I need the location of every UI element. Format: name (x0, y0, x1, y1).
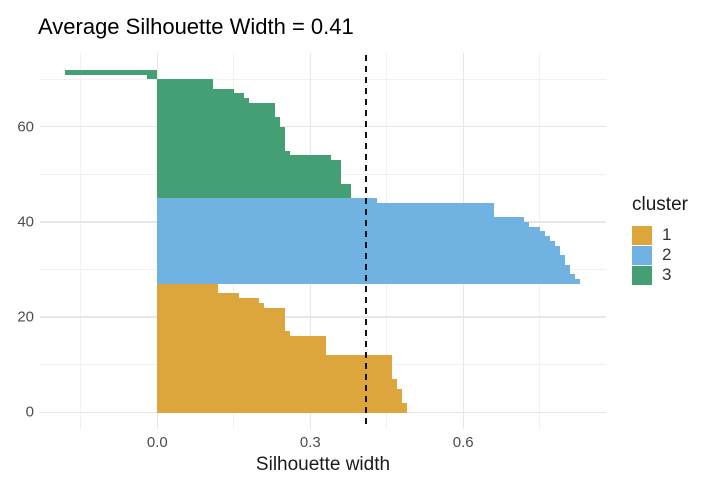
silhouette-bar-cluster-3 (157, 141, 285, 147)
legend-item: 1 (632, 225, 688, 245)
gridline-y-major (40, 126, 606, 128)
silhouette-bar-cluster-3 (157, 102, 275, 109)
legend-item: 3 (632, 265, 688, 285)
silhouette-bar-cluster-3 (157, 174, 341, 180)
silhouette-bar-cluster-3 (157, 88, 234, 94)
silhouette-bar-cluster-2 (157, 255, 566, 261)
x-axis-tick-label: 0.3 (299, 434, 321, 451)
silhouette-bar-cluster-3 (157, 183, 352, 189)
silhouette-bar-cluster-1 (157, 364, 392, 370)
silhouette-bar-cluster-1 (157, 298, 260, 304)
silhouette-bar-cluster-3 (157, 188, 352, 194)
silhouette-bar-cluster-1 (157, 283, 219, 289)
silhouette-bar-cluster-1 (157, 407, 408, 413)
silhouette-bar-cluster-1 (157, 374, 392, 380)
legend-swatch-cluster-3 (632, 266, 652, 285)
plot-panel (40, 53, 606, 429)
silhouette-bar-cluster-1 (157, 312, 285, 318)
silhouette-bar-cluster-1 (157, 307, 285, 313)
silhouette-bar-cluster-2 (157, 264, 571, 270)
silhouette-bar-cluster-3 (157, 126, 285, 132)
legend-swatch-cluster-2 (632, 246, 652, 265)
silhouette-bar-cluster-1 (157, 402, 408, 408)
y-axis-tick-label: 40 (17, 213, 34, 231)
silhouette-bar-cluster-2 (157, 221, 530, 227)
silhouette-bar-cluster-1 (157, 369, 392, 375)
silhouette-bar-cluster-2 (157, 217, 525, 223)
silhouette-bar-cluster-2 (157, 241, 555, 247)
silhouette-bar-cluster-3 (65, 69, 158, 75)
silhouette-bar-cluster-3 (157, 193, 352, 199)
silhouette-bar-cluster-2 (157, 260, 566, 266)
silhouette-bar-cluster-1 (157, 345, 326, 351)
silhouette-bar-cluster-1 (157, 340, 326, 346)
silhouette-bar-cluster-3 (157, 93, 244, 99)
silhouette-bar-cluster-1 (157, 288, 219, 294)
silhouette-bar-cluster-1 (157, 388, 403, 394)
y-axis-tick-label: 0 (25, 403, 34, 421)
silhouette-bar-cluster-1 (157, 321, 285, 327)
silhouette-bar-cluster-1 (157, 293, 239, 299)
silhouette-bar-cluster-2 (157, 279, 581, 285)
silhouette-bar-cluster-2 (157, 236, 550, 242)
silhouette-bar-cluster-2 (157, 202, 494, 208)
silhouette-bar-cluster-3 (157, 136, 285, 142)
silhouette-bar-cluster-3 (157, 179, 341, 185)
silhouette-bar-cluster-2 (157, 212, 494, 218)
gridline-y-minor (40, 78, 606, 80)
silhouette-bar-cluster-3 (157, 83, 214, 89)
silhouette-bar-cluster-2 (157, 231, 545, 237)
legend-item-label: 1 (662, 225, 672, 244)
y-axis-tick-label: 20 (17, 308, 34, 326)
silhouette-bar-cluster-3 (157, 131, 285, 137)
silhouette-bar-cluster-1 (157, 326, 285, 332)
silhouette-bar-cluster-3 (157, 79, 214, 85)
silhouette-bar-cluster-3 (157, 145, 285, 151)
silhouette-bar-cluster-1 (157, 317, 285, 323)
legend-item-label: 3 (662, 265, 672, 284)
legend-title: cluster (632, 194, 688, 215)
silhouette-bar-cluster-2 (157, 245, 561, 251)
legend-swatch-cluster-1 (632, 226, 652, 245)
average-silhouette-line (365, 55, 368, 429)
x-axis-tick-label: 0.0 (146, 434, 168, 451)
x-axis-tick-label: 0.6 (452, 434, 474, 451)
silhouette-bar-cluster-3 (157, 160, 341, 166)
silhouette-bar-cluster-3 (157, 112, 275, 118)
silhouette-bar-cluster-1 (157, 355, 392, 361)
silhouette-bar-cluster-3 (157, 164, 341, 170)
silhouette-bar-cluster-3 (157, 122, 280, 128)
silhouette-bar-cluster-1 (157, 398, 403, 404)
silhouette-bar-cluster-3 (157, 150, 290, 156)
silhouette-bar-cluster-1 (157, 302, 265, 308)
gridline-y-major (40, 316, 606, 318)
plot-title: Average Silhouette Width = 0.41 (38, 14, 354, 39)
silhouette-bar-cluster-3 (147, 74, 158, 80)
gridline-x-minor (80, 53, 82, 429)
silhouette-bar-cluster-3 (157, 155, 331, 161)
silhouette-bar-cluster-3 (157, 169, 341, 175)
y-axis-tick-label: 60 (17, 118, 34, 136)
silhouette-bar-cluster-1 (157, 336, 326, 342)
silhouette-bar-cluster-2 (157, 226, 540, 232)
silhouette-bar-cluster-2 (157, 269, 571, 275)
silhouette-bar-cluster-1 (157, 350, 326, 356)
silhouette-bar-cluster-1 (157, 379, 397, 385)
silhouette-bar-cluster-1 (157, 383, 397, 389)
silhouette-bar-cluster-2 (157, 250, 561, 256)
legend-item-label: 2 (662, 245, 672, 264)
legend-item: 2 (632, 245, 688, 265)
silhouette-bar-cluster-2 (157, 198, 377, 204)
silhouette-bar-cluster-1 (157, 393, 403, 399)
silhouette-bar-cluster-3 (157, 98, 250, 104)
silhouette-bar-cluster-2 (157, 207, 494, 213)
silhouette-bar-cluster-3 (157, 107, 275, 113)
silhouette-bar-cluster-3 (157, 117, 280, 123)
x-axis-title: Silhouette width (255, 454, 391, 475)
silhouette-bar-cluster-1 (157, 331, 290, 337)
silhouette-bar-cluster-1 (157, 359, 392, 366)
